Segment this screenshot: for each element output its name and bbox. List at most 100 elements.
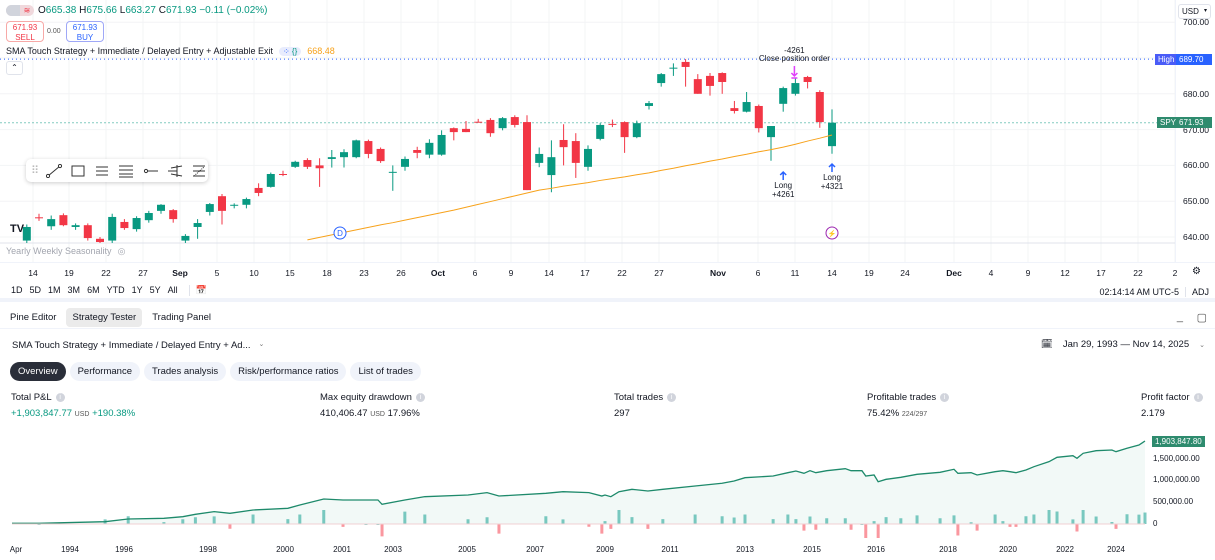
time-tick: 5 — [214, 268, 220, 278]
profit-bar — [661, 519, 665, 524]
candle — [742, 92, 751, 113]
info-icon[interactable]: i — [667, 393, 677, 402]
candle-body — [437, 134, 446, 155]
price-tick: 660.00 — [1183, 160, 1209, 171]
range-1d[interactable]: 1D — [11, 285, 23, 295]
collapse-legend-button[interactable]: ⌃ — [6, 61, 23, 75]
range-3m[interactable]: 3M — [67, 285, 81, 295]
candle-body — [620, 122, 629, 138]
metric-total-trades: Total trades i 297 — [614, 392, 677, 419]
info-icon[interactable]: i — [940, 393, 950, 402]
trend-line-icon[interactable] — [45, 163, 62, 178]
candle — [413, 146, 422, 159]
candle-body — [718, 73, 727, 82]
maximize-panel-icon[interactable]: ▢ — [1196, 312, 1207, 324]
eye-hidden-icon[interactable]: ◎ — [117, 246, 126, 256]
drag-handle-icon[interactable]: ⠿ — [30, 165, 40, 177]
profit-bar — [561, 519, 565, 524]
candle-body — [120, 221, 129, 229]
drawing-toolbar: ⠿ — [26, 159, 208, 182]
candle-body — [584, 148, 592, 167]
profit-bar — [193, 517, 197, 524]
info-icon[interactable]: i — [55, 393, 65, 402]
tab-risk-ratios[interactable]: Risk/performance ratios — [230, 362, 347, 381]
time-tick: 14 — [28, 268, 38, 278]
strategy-selector[interactable]: SMA Touch Strategy + Immediate / Delayed… — [12, 340, 265, 351]
range-1m[interactable]: 1M — [48, 285, 61, 295]
profit-bar — [1094, 516, 1098, 524]
pitchfork-icon[interactable] — [166, 164, 183, 178]
price-axis[interactable]: 700.00 680.00 670.00 660.00 650.00 640.00 — [1175, 0, 1215, 262]
candle-body — [693, 79, 702, 94]
price-tick: 680.00 — [1183, 88, 1209, 99]
candle-body — [681, 61, 690, 67]
range-6m[interactable]: 6M — [87, 285, 100, 295]
range-all[interactable]: All — [167, 285, 178, 295]
sma-line — [307, 134, 833, 241]
candle — [364, 139, 373, 159]
candle — [584, 145, 592, 171]
tab-trading-panel[interactable]: Trading Panel — [152, 312, 211, 323]
chevron-down-icon: ▾ — [1203, 8, 1207, 14]
strategy-legend[interactable]: SMA Touch Strategy + Immediate / Delayed… — [6, 46, 335, 56]
profit-bar — [1071, 519, 1075, 524]
profit-bar — [743, 514, 747, 524]
range-5y[interactable]: 5Y — [149, 285, 161, 295]
time-tick: 19 — [64, 268, 74, 278]
tab-list-of-trades[interactable]: List of trades — [350, 362, 421, 381]
equity-year-label: 1994 — [61, 545, 79, 554]
sell-button[interactable]: 671.93 SELL — [6, 21, 44, 42]
date-range-selector[interactable]: 🗓 Jan 29, 1993 — Nov 14, 2025 ⌄ — [1040, 339, 1205, 350]
rectangle-icon[interactable] — [69, 164, 86, 178]
info-icon[interactable]: i — [415, 393, 425, 402]
settings-gear-icon[interactable]: ⚙ — [1192, 266, 1201, 277]
info-icon[interactable]: i — [1193, 393, 1203, 402]
candle — [730, 100, 739, 114]
strategy-source-icon[interactable]: ⁘ {} — [278, 46, 302, 56]
range-1y[interactable]: 1Y — [131, 285, 143, 295]
date-range-bar: 1D 5D 1M 3M 6M YTD 1Y 5Y All 📅 02:14:14 AM UTC-5 … — [0, 282, 1215, 302]
fib-extension-icon[interactable] — [191, 164, 208, 178]
equity-area — [12, 441, 1145, 524]
candle-body — [645, 103, 653, 106]
profit-bar — [212, 516, 216, 524]
equity-tick: 0 — [1153, 519, 1158, 528]
candle — [291, 160, 300, 168]
adjust-toggle[interactable]: ADJ — [1184, 287, 1209, 297]
buy-button[interactable]: 671.93 BUY — [66, 21, 104, 42]
chart-type-toggle[interactable]: ≋ — [6, 5, 34, 16]
range-5d[interactable]: 5D — [29, 285, 42, 295]
timezone-clock[interactable]: 02:14:14 AM UTC-5 — [1099, 287, 1179, 297]
price-tick: 700.00 — [1183, 17, 1209, 28]
horizontal-ray-icon[interactable] — [142, 164, 159, 178]
tab-performance[interactable]: Performance — [69, 362, 140, 381]
goto-date-icon[interactable]: 📅 — [188, 284, 207, 296]
candle — [144, 210, 153, 223]
tab-strategy-tester[interactable]: Strategy Tester — [66, 308, 143, 327]
time-axis[interactable]: ⚙ 14 19 22 27 Sep 5 10 15 18 23 26 Oct 6 9 14 17 22 27 Nov… — [0, 262, 1215, 280]
candle-body — [157, 204, 165, 211]
tab-overview[interactable]: Overview — [10, 362, 66, 381]
candle-body — [413, 150, 422, 153]
range-ytd[interactable]: YTD — [106, 285, 125, 295]
calendar-icon: 🗓 — [1040, 339, 1053, 350]
tab-pine-editor[interactable]: Pine Editor — [10, 312, 57, 323]
equity-chart[interactable] — [0, 420, 1150, 560]
candle — [449, 127, 458, 141]
seasonality-indicator[interactable]: Yearly Weekly Seasonality ◎ — [6, 246, 125, 257]
candle — [218, 194, 226, 225]
loss-bar — [380, 524, 384, 537]
loss-bar — [609, 524, 613, 529]
chevron-down-icon: ⌄ — [258, 341, 265, 348]
candle — [352, 139, 361, 159]
minimize-panel-icon[interactable]: _ — [1176, 311, 1183, 323]
currency-selector[interactable]: USD ▾ — [1178, 4, 1211, 19]
tab-trades-analysis[interactable]: Trades analysis — [143, 362, 227, 381]
candle-body — [242, 199, 251, 205]
fib-retracement-icon[interactable] — [94, 164, 111, 178]
price-tick: 640.00 — [1183, 232, 1209, 242]
last-price-badge: 671.93 — [1176, 117, 1212, 128]
parallel-channel-icon[interactable] — [118, 164, 135, 178]
profit-bar — [825, 518, 829, 524]
